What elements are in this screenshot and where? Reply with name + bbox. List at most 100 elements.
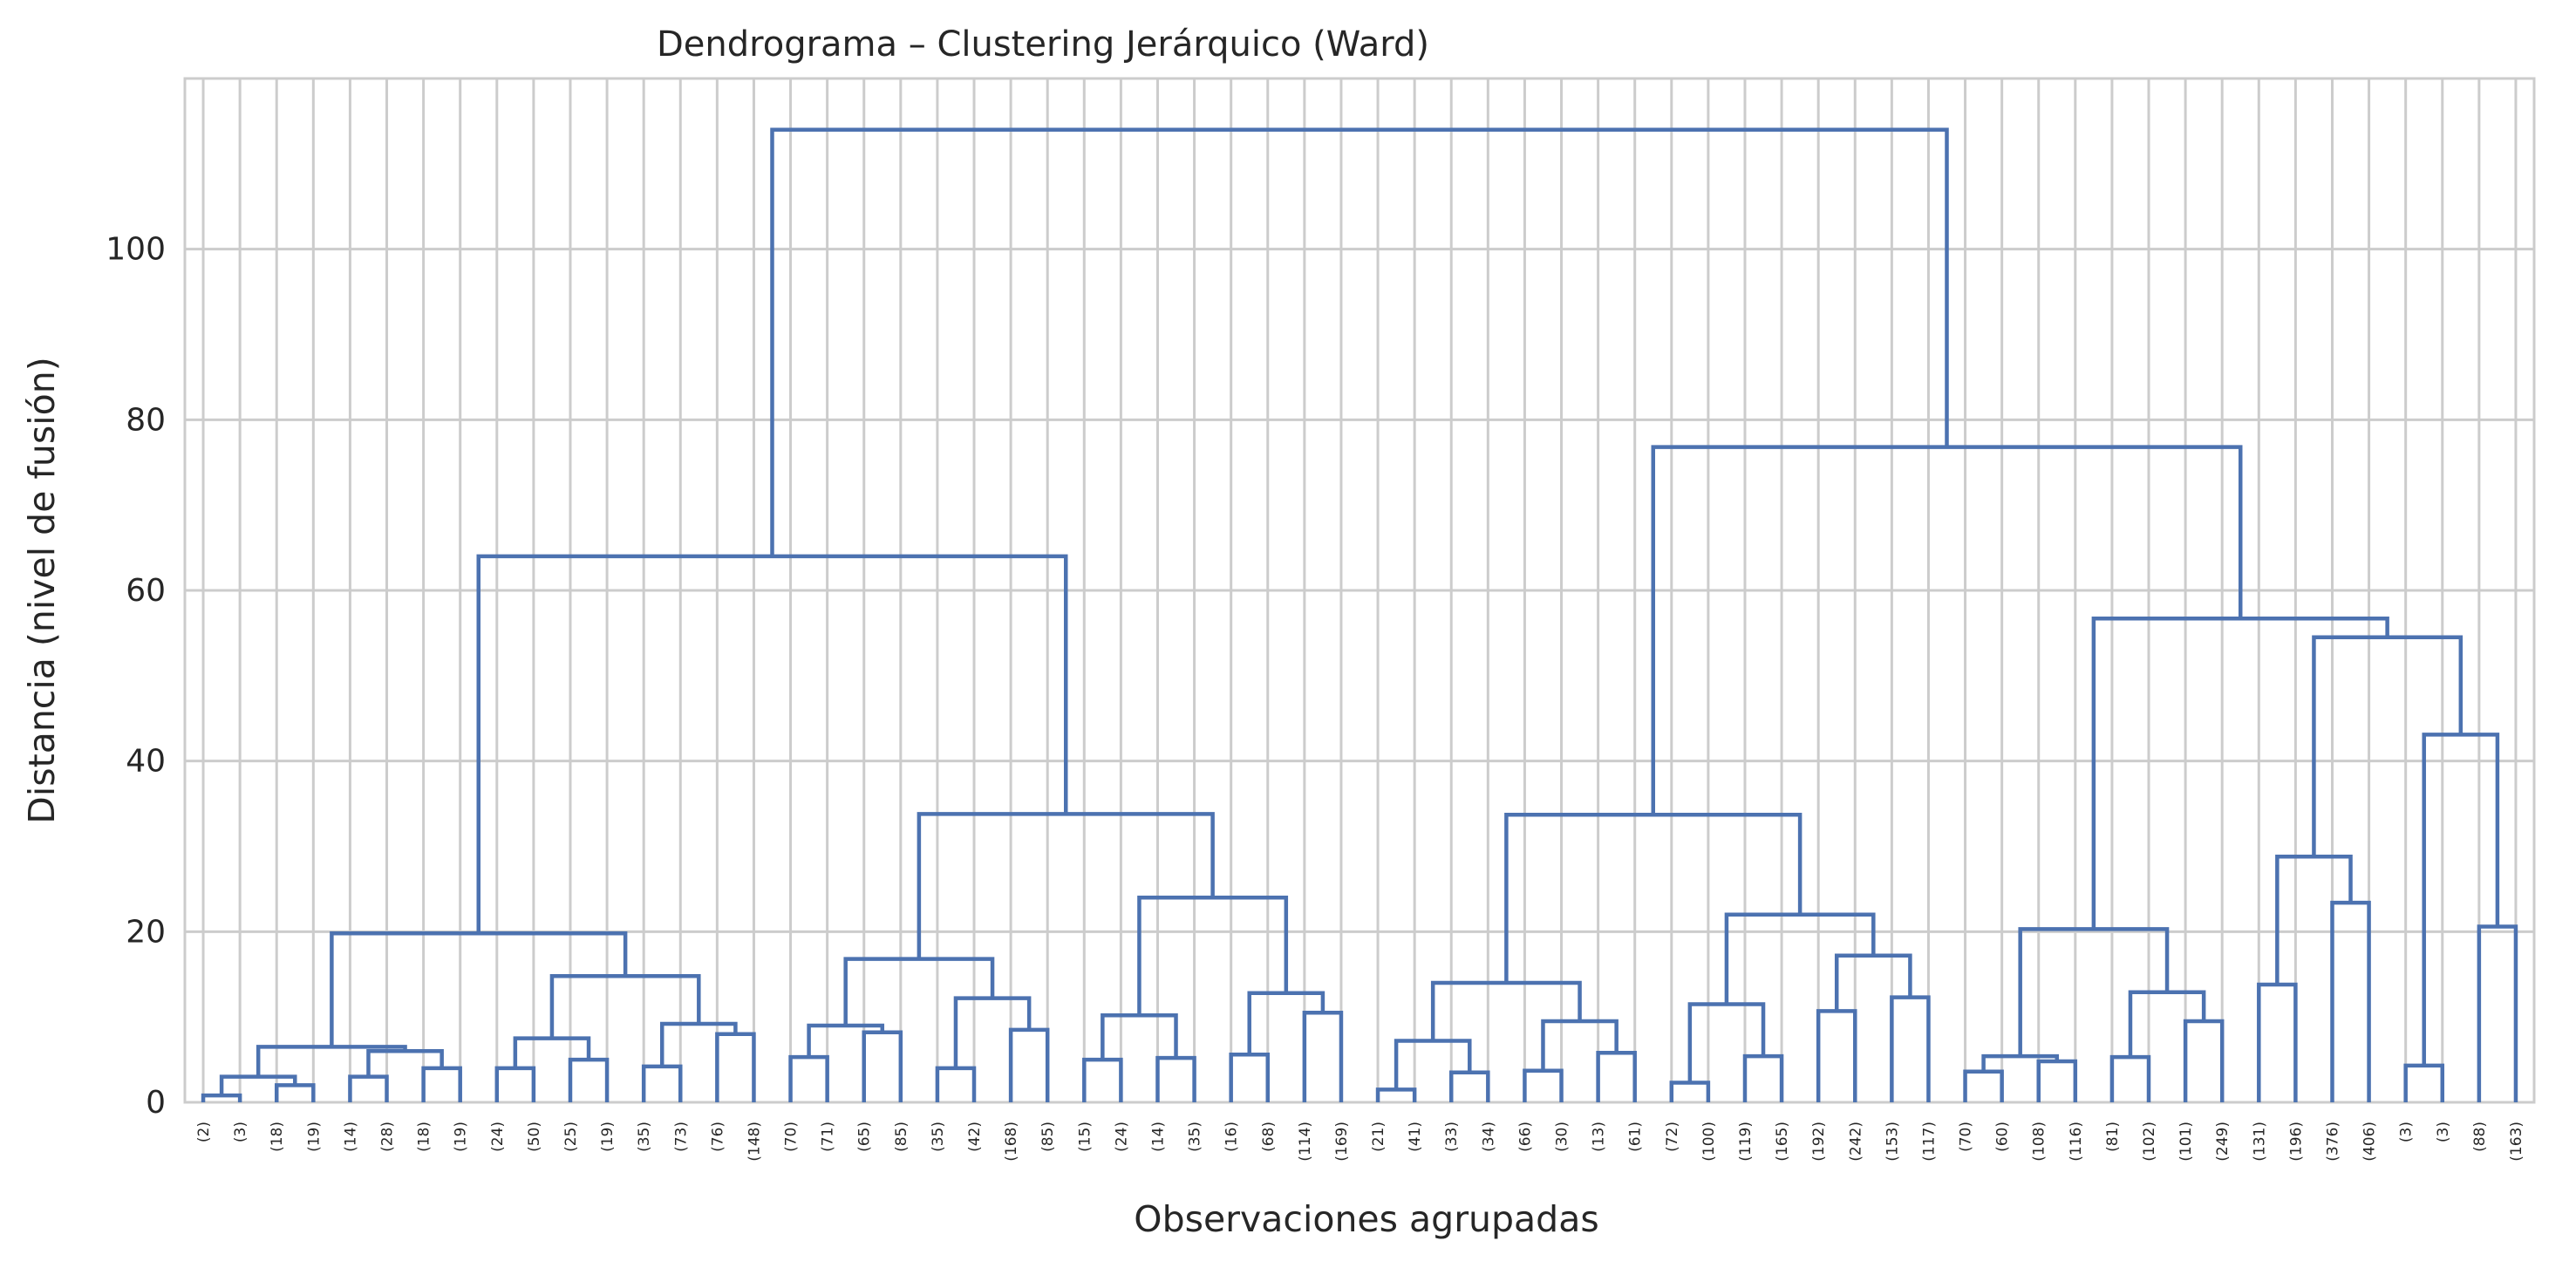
x-tick-label: (19) xyxy=(599,1121,617,1152)
dendrogram-link xyxy=(659,1021,738,1067)
y-tick-label: 0 xyxy=(146,1085,166,1121)
x-tick-label: (242) xyxy=(1847,1121,1864,1162)
x-tick-label: (50) xyxy=(526,1121,543,1152)
dendrogram-link xyxy=(1229,1052,1271,1102)
x-tick-label: (21) xyxy=(1370,1121,1387,1152)
x-tick-label: (14) xyxy=(1149,1121,1167,1152)
x-tick-label: (28) xyxy=(379,1121,397,1152)
x-tick-label: (376) xyxy=(2324,1121,2341,1162)
x-tick-label: (18) xyxy=(416,1121,433,1152)
dendrogram-link xyxy=(1394,1039,1472,1090)
dendrogram-link xyxy=(1523,1068,1564,1102)
dendrogram-link xyxy=(843,957,995,1026)
x-tick-label: (24) xyxy=(1113,1121,1130,1152)
dendrogram-link xyxy=(770,127,1949,556)
dendrogram-link xyxy=(2257,982,2298,1102)
x-tick-label: (131) xyxy=(2251,1121,2268,1162)
dendrogram-link xyxy=(256,1045,407,1077)
dendrogram-link xyxy=(1430,980,1582,1041)
x-tick-label: (73) xyxy=(672,1121,690,1152)
dendrogram-link xyxy=(1101,1012,1178,1060)
x-tick-labels: (2) (3) (18) (19) (14) (28) (18) (19) (24) (50) (2… xyxy=(195,1121,2525,1162)
dendrogram-link xyxy=(348,1074,389,1102)
dendrogram-link xyxy=(1541,1019,1619,1071)
dendrogram-link xyxy=(862,1030,903,1102)
x-tick-label: (168) xyxy=(1003,1121,1020,1162)
x-tick-label: (16) xyxy=(1223,1121,1241,1152)
x-tick-label: (13) xyxy=(1591,1121,1608,1152)
dendrogram-link xyxy=(1669,1081,1711,1102)
dendrogram-link xyxy=(1596,1051,1637,1102)
x-tick-label: (165) xyxy=(1774,1121,1791,1162)
dendrogram-link xyxy=(1687,1002,1766,1083)
dendrogram-link xyxy=(1504,813,1803,984)
dendrogram-link xyxy=(1448,1070,1490,1102)
x-tick-label: (34) xyxy=(1480,1121,1497,1152)
x-tick-label: (42) xyxy=(966,1121,984,1152)
dendrogram-link xyxy=(366,1049,444,1077)
x-tick-label: (72) xyxy=(1664,1121,1681,1152)
dendrogram-link xyxy=(1008,1027,1050,1102)
dendrogram-link xyxy=(2422,733,2500,1066)
dendrogram-link xyxy=(1247,991,1325,1055)
x-tick-label: (117) xyxy=(1920,1121,1938,1162)
y-axis-label: Distancia (nivel de fusión) xyxy=(21,357,63,823)
dendrogram-link xyxy=(641,1064,683,1102)
dendrogram-link xyxy=(715,1032,756,1102)
dendrogram-link xyxy=(549,973,701,1039)
x-tick-label: (33) xyxy=(1443,1121,1461,1152)
x-tick-label: (35) xyxy=(636,1121,653,1152)
x-tick-label: (68) xyxy=(1260,1121,1278,1152)
dendrogram-link xyxy=(788,1054,829,1102)
x-tick-label: (119) xyxy=(1737,1121,1755,1162)
dendrogram-link xyxy=(807,1023,885,1058)
dendrogram-link xyxy=(330,931,628,1047)
x-tick-label: (76) xyxy=(709,1121,726,1152)
x-tick-label: (61) xyxy=(1627,1121,1645,1152)
dendrogram-link xyxy=(476,554,1068,934)
dendrogram-link xyxy=(1651,445,2243,815)
x-tick-label: (196) xyxy=(2287,1121,2305,1162)
x-tick-label: (85) xyxy=(893,1121,910,1152)
dendrogram-link xyxy=(953,996,1032,1068)
x-tick-label: (71) xyxy=(820,1121,837,1152)
x-tick-label: (101) xyxy=(2177,1121,2195,1162)
y-tick-label: 60 xyxy=(126,573,166,609)
dendrogram-link xyxy=(1082,1057,1123,1102)
y-tick-label: 40 xyxy=(126,744,166,780)
x-tick-label: (88) xyxy=(2471,1121,2489,1152)
dendrogram-link xyxy=(1816,1009,1857,1102)
dendrogram-link xyxy=(2109,1054,2151,1102)
x-tick-label: (3) xyxy=(2398,1121,2416,1142)
x-tick-label: (14) xyxy=(342,1121,359,1152)
dendrogram-link xyxy=(513,1036,591,1068)
x-tick-label: (35) xyxy=(1187,1121,1204,1152)
x-tick-label: (19) xyxy=(305,1121,323,1152)
dendrogram-link xyxy=(2275,854,2353,985)
x-tick-label: (35) xyxy=(930,1121,947,1152)
x-tick-label: (116) xyxy=(2068,1121,2085,1162)
x-tick-label: (15) xyxy=(1076,1121,1094,1152)
x-tick-label: (65) xyxy=(856,1121,874,1152)
x-tick-label: (148) xyxy=(746,1121,763,1162)
dendrogram-links xyxy=(201,127,2518,1102)
chart-title: Dendrograma – Clustering Jerárquico (War… xyxy=(657,24,1429,65)
dendrogram-link xyxy=(1834,953,1912,1012)
x-tick-label: (25) xyxy=(562,1121,580,1152)
x-tick-label: (163) xyxy=(2508,1121,2525,1162)
dendrogram-link xyxy=(1302,1011,1344,1102)
dendrogram-link xyxy=(1890,995,1931,1102)
dendrogram-link xyxy=(1137,895,1289,1016)
dendrogram-link xyxy=(1155,1055,1196,1102)
x-tick-label: (70) xyxy=(1958,1121,1975,1152)
x-tick-label: (153) xyxy=(1884,1121,1901,1162)
x-tick-label: (169) xyxy=(1333,1121,1351,1162)
dendrogram-link xyxy=(917,812,1215,959)
dendrogram-link xyxy=(568,1057,610,1102)
dendrogram-link xyxy=(2091,617,2389,930)
dendrogram-link xyxy=(2312,635,2464,857)
y-tick-labels: 0 20 40 60 80 100 xyxy=(106,232,166,1121)
x-tick-label: (41) xyxy=(1407,1121,1424,1152)
y-tick-label: 100 xyxy=(106,232,166,268)
x-tick-label: (70) xyxy=(783,1121,801,1152)
